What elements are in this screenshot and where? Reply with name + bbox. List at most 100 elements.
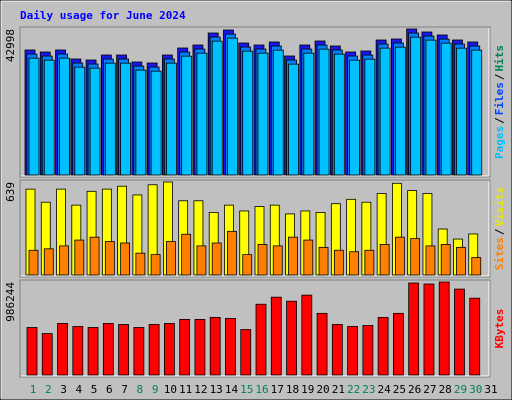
bar [133, 327, 145, 376]
x-tick-label: 30 [469, 383, 482, 396]
x-tick-label: 7 [121, 383, 128, 396]
bar [181, 233, 192, 276]
bar [28, 249, 39, 276]
bar [331, 324, 343, 376]
legend-entry: Files [493, 82, 506, 115]
x-tick-label: 5 [91, 383, 98, 396]
bar [454, 288, 465, 376]
bar [57, 323, 68, 376]
legend: Sites /Visits [493, 187, 506, 271]
bar [163, 323, 175, 376]
bar [272, 49, 284, 176]
bar [456, 47, 467, 176]
x-tick-label: 9 [152, 383, 159, 396]
x-tick-label: 11 [179, 383, 192, 396]
bar [255, 303, 267, 376]
x-tick-label: 18 [286, 383, 299, 396]
x-tick-label: 29 [454, 383, 467, 396]
bar [471, 49, 483, 176]
legend-separator: / [493, 73, 506, 80]
x-tick-label: 20 [316, 383, 329, 396]
x-tick-label: 12 [194, 383, 207, 396]
bar [148, 324, 160, 376]
bar [410, 238, 421, 276]
bar [211, 242, 222, 276]
bar [438, 281, 450, 376]
bar [288, 63, 299, 176]
bar [303, 239, 314, 276]
bar [272, 245, 283, 276]
bar [408, 282, 420, 376]
legend-entry: Sites [493, 237, 506, 270]
bar [211, 40, 223, 176]
x-tick-label: 22 [347, 383, 360, 396]
bar [333, 53, 345, 176]
bar [225, 317, 236, 376]
bar [181, 55, 193, 176]
bar [227, 37, 238, 176]
x-tick-label: 10 [164, 383, 177, 396]
bar [209, 316, 221, 376]
bar [26, 327, 38, 376]
bar [120, 62, 131, 176]
bar [150, 254, 161, 276]
legend-entry: Pages [493, 126, 506, 159]
bar [423, 283, 435, 376]
bar [362, 325, 374, 376]
bar [165, 62, 177, 176]
bar [257, 244, 268, 276]
bar [59, 245, 69, 276]
legend-entry: Hits [493, 45, 506, 72]
bar [87, 327, 99, 376]
legend-entry: KBytes [493, 309, 506, 349]
bar [410, 36, 422, 176]
legend: Pages/Files/Hits [493, 45, 506, 159]
bar [135, 69, 147, 176]
bar [227, 230, 237, 276]
bar [257, 52, 269, 176]
bar [165, 241, 176, 276]
x-tick-label: 16 [255, 383, 268, 396]
x-tick-label: 8 [137, 383, 144, 396]
bar [72, 326, 84, 376]
bar [194, 319, 206, 376]
bar [392, 312, 404, 376]
bar [349, 59, 361, 176]
legend-separator: / [493, 228, 506, 235]
bar [440, 244, 451, 276]
x-tick-label: 14 [225, 383, 239, 396]
bar [318, 246, 329, 276]
y-tick-label: 42998 [4, 29, 17, 62]
bar [118, 324, 129, 376]
bar [425, 39, 437, 176]
bar [196, 245, 207, 276]
bar [364, 58, 376, 176]
bar [179, 319, 191, 376]
x-tick-label: 26 [408, 383, 421, 396]
x-tick-label: 25 [393, 383, 406, 396]
legend: KBytes [493, 309, 506, 349]
x-tick-label: 27 [423, 383, 436, 396]
bar [303, 52, 315, 176]
x-tick-label: 28 [439, 383, 452, 396]
bar [440, 42, 452, 176]
bar [59, 57, 70, 176]
bar [74, 239, 85, 276]
bar [471, 257, 482, 276]
bar [41, 333, 53, 376]
x-tick-label: 21 [332, 383, 345, 396]
x-tick-label: 13 [210, 383, 223, 396]
y-tick-label: 986244 [4, 282, 17, 322]
x-tick-label: 31 [484, 383, 497, 396]
x-tick-label: 24 [378, 383, 392, 396]
bar [104, 62, 116, 176]
bar [242, 254, 253, 276]
bar [379, 244, 390, 276]
bar [270, 296, 282, 376]
bar [89, 236, 100, 276]
bar [318, 48, 330, 176]
bar [469, 297, 481, 376]
bar [89, 67, 101, 176]
bar [102, 323, 114, 376]
